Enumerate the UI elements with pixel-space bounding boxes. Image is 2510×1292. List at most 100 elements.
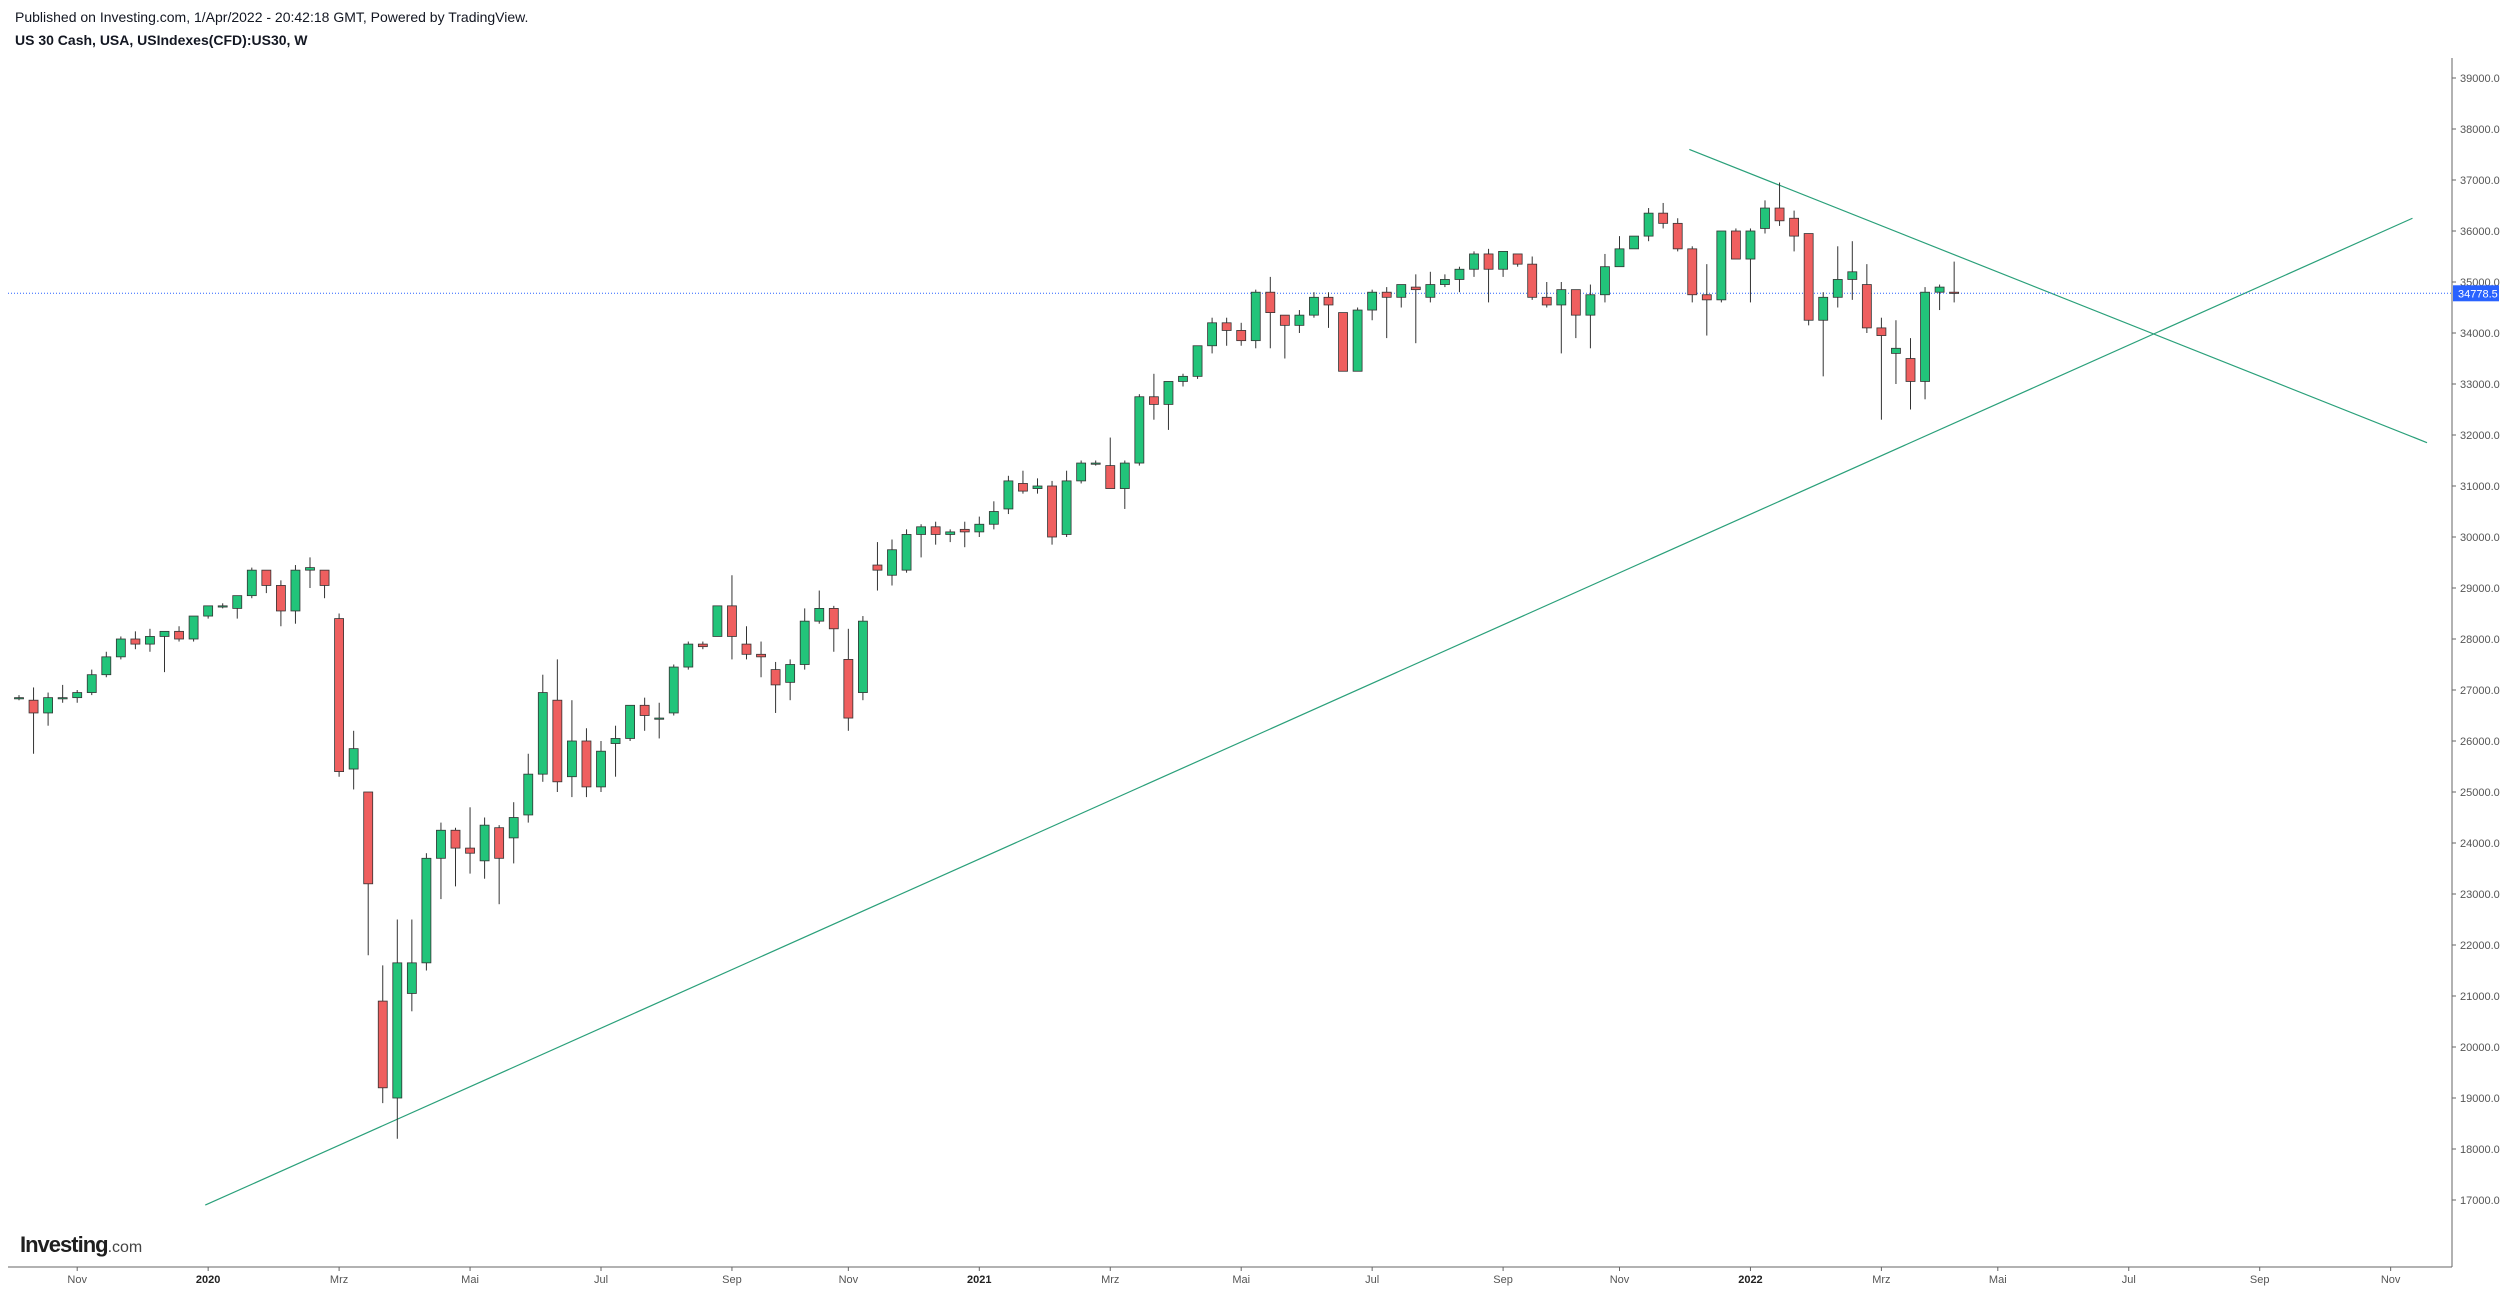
candle[interactable] bbox=[1629, 235, 1639, 250]
candle[interactable] bbox=[785, 659, 796, 701]
candle[interactable] bbox=[872, 542, 883, 591]
candle[interactable] bbox=[683, 641, 694, 670]
candle[interactable] bbox=[1003, 475, 1014, 515]
candle[interactable] bbox=[1425, 271, 1436, 303]
candle[interactable] bbox=[1876, 317, 1887, 420]
candle[interactable] bbox=[858, 616, 868, 701]
candle[interactable] bbox=[1352, 307, 1363, 372]
candle[interactable] bbox=[72, 690, 83, 703]
candle[interactable] bbox=[1367, 289, 1378, 321]
trendline-1[interactable] bbox=[204, 217, 2413, 1206]
candle[interactable] bbox=[756, 641, 766, 678]
candle[interactable] bbox=[1018, 470, 1028, 494]
candle[interactable] bbox=[115, 636, 126, 660]
candle[interactable] bbox=[14, 695, 24, 701]
candle[interactable] bbox=[1600, 253, 1610, 303]
candle[interactable] bbox=[828, 605, 839, 652]
candle[interactable] bbox=[494, 825, 505, 905]
candle[interactable] bbox=[1410, 274, 1421, 344]
candle[interactable] bbox=[1832, 246, 1843, 308]
candle[interactable] bbox=[1294, 310, 1305, 333]
candle[interactable] bbox=[1134, 394, 1145, 466]
candle[interactable] bbox=[1672, 218, 1683, 252]
trendline-2[interactable] bbox=[1689, 148, 2428, 444]
candle[interactable] bbox=[1527, 256, 1538, 300]
candle[interactable] bbox=[727, 575, 737, 660]
candle[interactable] bbox=[668, 664, 679, 716]
candle[interactable] bbox=[1920, 287, 1930, 400]
candle[interactable] bbox=[901, 529, 912, 573]
candle[interactable] bbox=[392, 919, 403, 1139]
candle[interactable] bbox=[799, 608, 810, 670]
candle[interactable] bbox=[1178, 373, 1188, 387]
candle[interactable] bbox=[537, 674, 548, 782]
candle[interactable] bbox=[1614, 236, 1625, 268]
candle[interactable] bbox=[188, 615, 199, 642]
candle[interactable] bbox=[1949, 261, 1960, 303]
candle[interactable] bbox=[959, 521, 970, 548]
candle[interactable] bbox=[930, 521, 941, 545]
candle[interactable] bbox=[1149, 373, 1159, 420]
candle[interactable] bbox=[57, 684, 68, 703]
candle[interactable] bbox=[1250, 289, 1261, 349]
candle[interactable] bbox=[174, 626, 184, 642]
candle[interactable] bbox=[305, 557, 315, 588]
candle[interactable] bbox=[814, 590, 825, 624]
candle[interactable] bbox=[1469, 251, 1479, 277]
candle[interactable] bbox=[1701, 264, 1712, 336]
candle[interactable] bbox=[1119, 460, 1130, 509]
candle[interactable] bbox=[625, 704, 635, 741]
candle[interactable] bbox=[101, 651, 112, 678]
candle[interactable] bbox=[610, 725, 621, 777]
candle[interactable] bbox=[1803, 233, 1814, 326]
candle[interactable] bbox=[1061, 470, 1072, 537]
candle[interactable] bbox=[988, 501, 999, 530]
candle[interactable] bbox=[1236, 322, 1247, 346]
candle[interactable] bbox=[1891, 320, 1901, 384]
candle[interactable] bbox=[275, 580, 286, 627]
candle[interactable] bbox=[1731, 228, 1741, 260]
candle[interactable] bbox=[887, 539, 897, 586]
candle[interactable] bbox=[741, 626, 752, 660]
candle[interactable] bbox=[1207, 317, 1217, 354]
candle[interactable] bbox=[290, 565, 301, 624]
candle[interactable] bbox=[1556, 282, 1567, 354]
candle[interactable] bbox=[974, 516, 985, 537]
candle[interactable] bbox=[28, 687, 39, 754]
candle[interactable] bbox=[1105, 437, 1116, 489]
candle[interactable] bbox=[159, 630, 170, 673]
candle[interactable] bbox=[523, 753, 534, 823]
candle[interactable] bbox=[130, 631, 141, 650]
candle[interactable] bbox=[1585, 284, 1596, 349]
candle[interactable] bbox=[377, 965, 388, 1104]
candle[interactable] bbox=[348, 730, 359, 790]
candle[interactable] bbox=[217, 603, 228, 609]
candle[interactable] bbox=[916, 524, 926, 558]
candle[interactable] bbox=[363, 791, 374, 956]
candle[interactable] bbox=[1498, 250, 1508, 277]
candle[interactable] bbox=[1090, 460, 1101, 466]
candle[interactable] bbox=[1789, 210, 1799, 252]
candle[interactable] bbox=[1760, 200, 1770, 234]
candle[interactable] bbox=[770, 661, 781, 713]
candle[interactable] bbox=[1440, 274, 1450, 288]
candle[interactable] bbox=[1163, 381, 1174, 430]
candle[interactable] bbox=[334, 613, 345, 777]
candle[interactable] bbox=[697, 641, 708, 650]
candle[interactable] bbox=[479, 817, 490, 879]
candle[interactable] bbox=[86, 669, 97, 696]
candle[interactable] bbox=[1323, 292, 1334, 328]
candle[interactable] bbox=[232, 595, 243, 619]
candle[interactable] bbox=[1512, 253, 1523, 267]
candle[interactable] bbox=[1847, 241, 1858, 300]
candle[interactable] bbox=[406, 919, 417, 1012]
candle[interactable] bbox=[1861, 264, 1872, 333]
candle[interactable] bbox=[1570, 289, 1581, 339]
candle[interactable] bbox=[1934, 284, 1945, 311]
candle[interactable] bbox=[596, 741, 606, 792]
candle[interactable] bbox=[654, 702, 665, 739]
candle[interactable] bbox=[712, 605, 723, 637]
candle[interactable] bbox=[639, 697, 650, 731]
candle[interactable] bbox=[203, 605, 214, 619]
